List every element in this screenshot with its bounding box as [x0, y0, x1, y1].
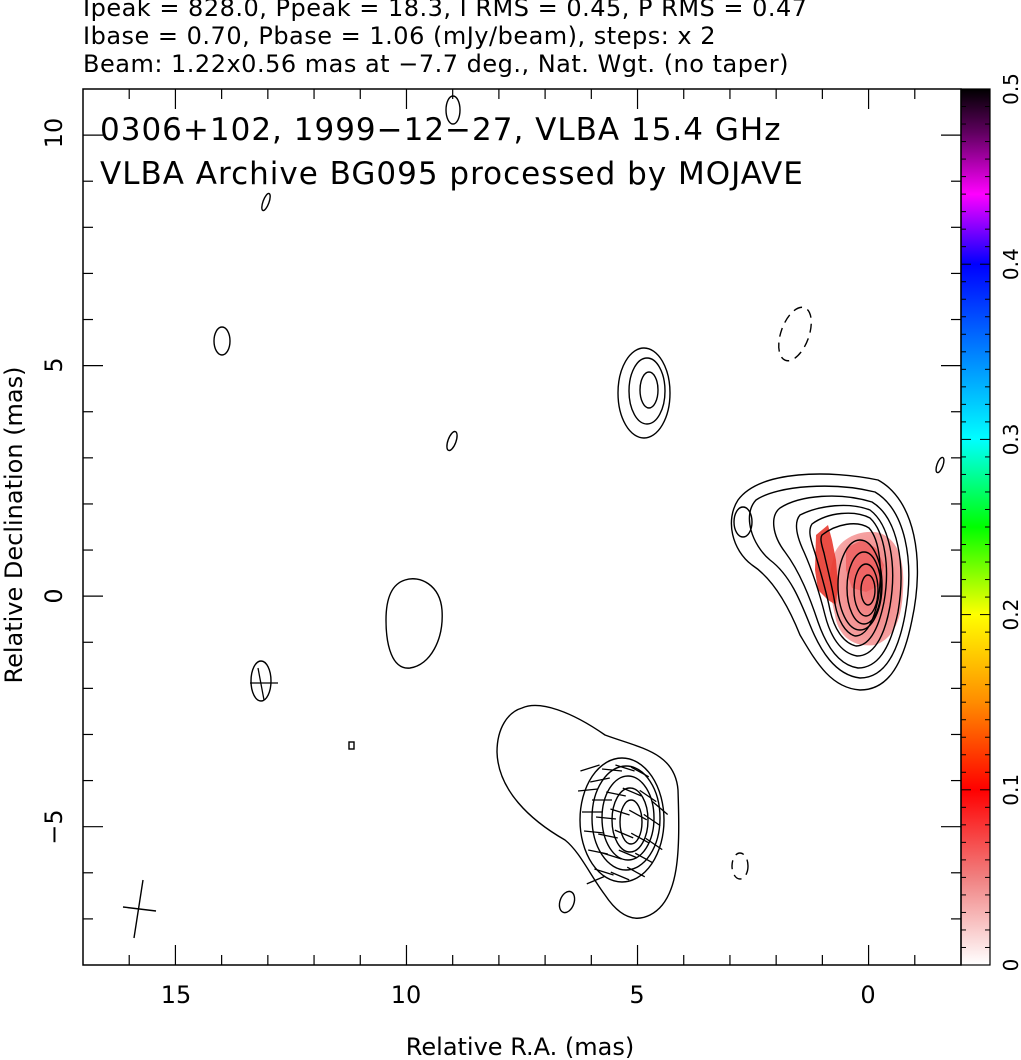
polarization-vector: [602, 852, 622, 860]
polarization-vector: [618, 849, 638, 859]
polarization-vector: [577, 788, 599, 792]
colorbar-tick-label: 0.2: [999, 599, 1021, 631]
polarization-vector: [595, 816, 617, 820]
y-tick-label: 0: [40, 588, 68, 603]
x-tick-label: 15: [161, 981, 192, 1009]
polarization-vectors: [250, 667, 669, 885]
header-stats-line: Ipeak = 828.0, Ppeak = 18.3, I RMS = 0.4…: [83, 0, 808, 22]
polarization-vector: [606, 791, 626, 797]
x-tick-label: 0: [860, 981, 875, 1009]
polarization-vector: [601, 768, 623, 772]
x-tick-label: 10: [391, 981, 422, 1009]
polarization-vector: [630, 766, 650, 778]
header-beam-line: Beam: 1.22x0.56 mas at −7.7 deg., Nat. W…: [83, 50, 789, 78]
polarization-vector: [590, 777, 610, 783]
polarization-vector: [610, 808, 630, 816]
polarization-vector: [634, 852, 654, 864]
polarization-vector: [586, 875, 606, 885]
polarization-vector: [626, 866, 646, 878]
polarization-vector: [594, 868, 614, 876]
y-axis-label: Relative Declination (mas): [0, 366, 28, 683]
colorbar-tick-label: 0.4: [999, 248, 1021, 280]
y-tick-label: 10: [40, 118, 68, 149]
x-axis-label: Relative R.A. (mas): [406, 1033, 634, 1060]
polarization-vector: [630, 832, 650, 844]
negative-contours: [731, 306, 812, 880]
map-title: 0306+102, 1999−12−27, VLBA 15.4 GHz: [100, 112, 781, 148]
colorbar-tick-label: 0.1: [999, 774, 1021, 806]
colorbar-tick-label: 0.5: [999, 73, 1021, 105]
x-tick-label: 5: [629, 981, 644, 1009]
colorbar: 0 0.1 0.2 0.3 0.4 0.5: [960, 73, 1021, 972]
polarization-vector: [583, 830, 605, 834]
polarization-vector: [628, 809, 648, 821]
polarization-vector: [614, 829, 634, 839]
polarization-vector: [580, 764, 600, 772]
polarization-vector: [615, 764, 635, 772]
polarization-vector: [598, 833, 618, 839]
intensity-contours: [213, 95, 945, 919]
map-subtitle: VLBA Archive BG095 processed by MOJAVE: [100, 156, 804, 192]
y-tick-label: 5: [40, 357, 68, 372]
polarization-vector: [639, 789, 657, 803]
beam-marker: [122, 879, 157, 939]
y-tick-label: −5: [40, 809, 68, 844]
polarization-vector: [643, 813, 661, 827]
header-base-line: Ibase = 0.70, Pbase = 1.06 (mJy/beam), s…: [83, 22, 717, 50]
polarization-vector: [622, 787, 642, 797]
colorbar-tick-label: 0.3: [999, 423, 1021, 455]
polarization-vector: [651, 801, 669, 815]
polarization-vector: [645, 837, 663, 851]
plot-frame: [82, 88, 962, 966]
polarization-vector: [610, 871, 630, 881]
colorbar-tick-label: 0: [999, 959, 1021, 972]
